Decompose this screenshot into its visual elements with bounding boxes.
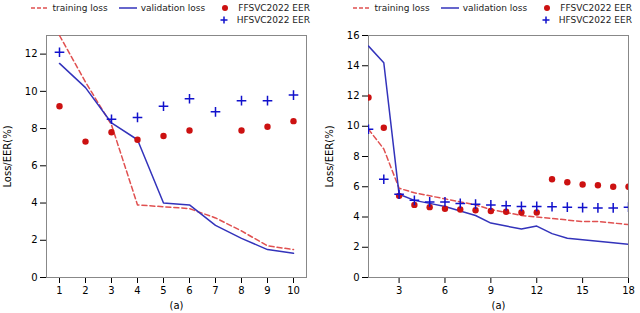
svg-text:8: 8 <box>353 151 359 162</box>
svg-text:6: 6 <box>442 285 448 296</box>
html-text:FFSVC2022 EER: FFSVC2022 EER <box>560 3 632 13</box>
svg-text:10: 10 <box>287 285 300 296</box>
svg-text:9: 9 <box>264 285 270 296</box>
html-text:validation loss: validation loss <box>140 3 206 13</box>
svg-text:6: 6 <box>353 181 359 192</box>
svg-text:10: 10 <box>347 120 360 131</box>
svg-text:3: 3 <box>108 285 114 296</box>
html-text:FFSVC2022 EER: FFSVC2022 EER <box>238 3 310 13</box>
svg-text:2: 2 <box>31 234 37 245</box>
svg-text:7: 7 <box>212 285 218 296</box>
svg-text:6: 6 <box>186 285 192 296</box>
svg-text:15: 15 <box>576 285 589 296</box>
svg-text:2: 2 <box>353 241 359 252</box>
svg-text:12: 12 <box>530 285 543 296</box>
svg-text:1: 1 <box>56 285 62 296</box>
svg-text:(a): (a) <box>492 300 506 311</box>
svg-text:0: 0 <box>353 272 359 283</box>
svg-text:12: 12 <box>25 48 38 59</box>
html-text:HFSVC2022 EER: HFSVC2022 EER <box>236 15 310 25</box>
svg-text:0: 0 <box>31 272 37 283</box>
svg-text:12: 12 <box>347 90 360 101</box>
svg-text:Loss/EER(%): Loss/EER(%) <box>2 125 13 187</box>
html-text:training loss: training loss <box>52 3 108 13</box>
svg-text:3: 3 <box>396 285 402 296</box>
svg-text:(a): (a) <box>170 300 184 311</box>
svg-text:2: 2 <box>82 285 88 296</box>
svg-text:8: 8 <box>31 123 37 134</box>
svg-text:5: 5 <box>160 285 166 296</box>
svg-text:16: 16 <box>347 30 360 41</box>
html-text:HFSVC2022 EER: HFSVC2022 EER <box>558 15 632 25</box>
html-text:validation loss: validation loss <box>462 3 528 13</box>
svg-text:18: 18 <box>622 285 635 296</box>
svg-text:4: 4 <box>353 211 359 222</box>
svg-text:14: 14 <box>347 60 360 71</box>
svg-text:9: 9 <box>488 285 494 296</box>
svg-text:8: 8 <box>238 285 244 296</box>
svg-text:6: 6 <box>31 160 37 171</box>
svg-text:4: 4 <box>134 285 140 296</box>
svg-text:4: 4 <box>31 197 37 208</box>
svg-text:Loss/EER(%): Loss/EER(%) <box>324 125 335 187</box>
svg-text:10: 10 <box>25 86 38 97</box>
html-text:training loss: training loss <box>374 3 430 13</box>
